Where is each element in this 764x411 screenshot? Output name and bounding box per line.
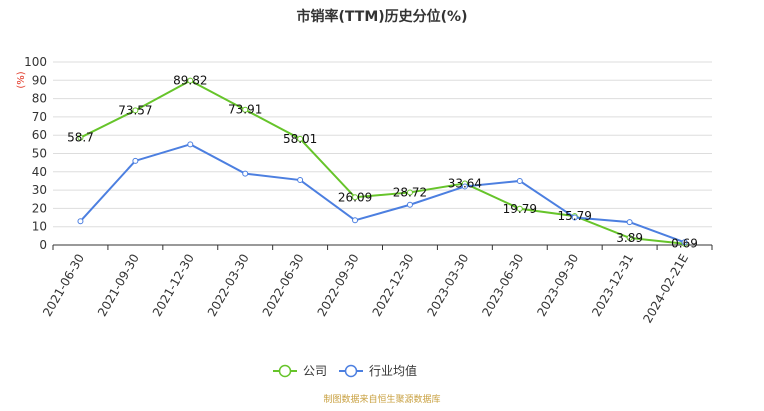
data-label: 3.89: [616, 231, 643, 245]
y-unit-label: (%): [16, 71, 27, 88]
series-point: [406, 201, 413, 208]
data-label: 19.79: [503, 202, 537, 216]
series-point: [461, 183, 468, 190]
data-label: 33.64: [448, 176, 482, 190]
series-point: [297, 177, 304, 184]
y-tick-label: 90: [32, 73, 47, 87]
series-point: [516, 205, 523, 212]
series-point: [77, 218, 84, 225]
y-tick-label: 0: [39, 238, 47, 252]
x-tick-label: 2021-06-30: [40, 252, 87, 319]
series-point: [516, 177, 523, 184]
data-label: 73.57: [118, 103, 152, 117]
series-point: [187, 77, 194, 84]
series-point: [132, 157, 139, 164]
legend-label: 公司: [303, 364, 327, 378]
series-point: [187, 141, 194, 148]
series-point: [297, 135, 304, 142]
series-point: [626, 219, 633, 226]
data-label: 73.91: [228, 103, 262, 117]
grid-layer: [53, 61, 712, 228]
x-tick-label: 2023-06-30: [479, 252, 526, 319]
x-tick-label: 2024-02-21E: [640, 252, 691, 326]
y-tick-label: 10: [32, 220, 47, 234]
series-point: [571, 214, 578, 221]
data-label: 58.01: [283, 132, 317, 146]
x-tick-label: 2022-12-30: [370, 252, 417, 319]
y-tick-label: 70: [32, 110, 47, 124]
y-tick-label: 80: [32, 92, 47, 106]
x-tick-label: 2021-09-30: [95, 252, 142, 319]
legend-label: 行业均值: [369, 363, 417, 378]
data-label: 89.82: [173, 74, 207, 88]
y-tick-label: 100: [24, 55, 47, 69]
data-label: 26.09: [338, 190, 372, 204]
series-layer: [77, 77, 688, 247]
legend-marker: [344, 364, 358, 378]
series-point: [352, 217, 359, 224]
data-label: 28.72: [393, 185, 427, 199]
y-tick-label: 60: [32, 128, 47, 142]
series-point: [242, 170, 249, 177]
source-note: 制图数据来自恒生聚源数据库: [323, 395, 441, 405]
x-tick-label: 2023-12-31: [589, 252, 636, 319]
series-point: [352, 194, 359, 201]
legend-marker: [278, 364, 292, 378]
series-point: [77, 134, 84, 141]
y-tick-label: 50: [32, 147, 47, 161]
label-layer: 58.7 73.57 89.82 73.91 58.01 26.09 28.72 33.64 1…: [67, 74, 698, 251]
x-tick-label: 2021-12-30: [150, 252, 197, 319]
x-tick-label: 2023-03-30: [424, 252, 471, 319]
legend-layer: 公司 行业均值: [273, 363, 417, 378]
series-line-0: [80, 79, 685, 245]
x-tick-label: 2022-09-30: [315, 252, 362, 319]
series-point: [626, 234, 633, 241]
data-label: 0.69: [671, 237, 698, 251]
x-tick-label: 2022-03-30: [205, 252, 252, 319]
x-tick-label: 2023-09-30: [534, 252, 581, 319]
y-tick-label: 30: [32, 183, 47, 197]
y-tick-label: 40: [32, 165, 47, 179]
series-point: [242, 106, 249, 113]
chart-title: 市销率(TTM)历史分位(%): [296, 9, 468, 25]
series-line-1: [79, 143, 685, 244]
series-point: [681, 239, 688, 246]
x-tick-label: 2022-06-30: [260, 252, 307, 319]
data-label: 15.79: [558, 209, 592, 223]
series-point: [132, 107, 139, 114]
y-tick-label: 20: [32, 201, 47, 215]
data-label: 58.7: [67, 131, 94, 145]
series-point: [406, 189, 413, 196]
